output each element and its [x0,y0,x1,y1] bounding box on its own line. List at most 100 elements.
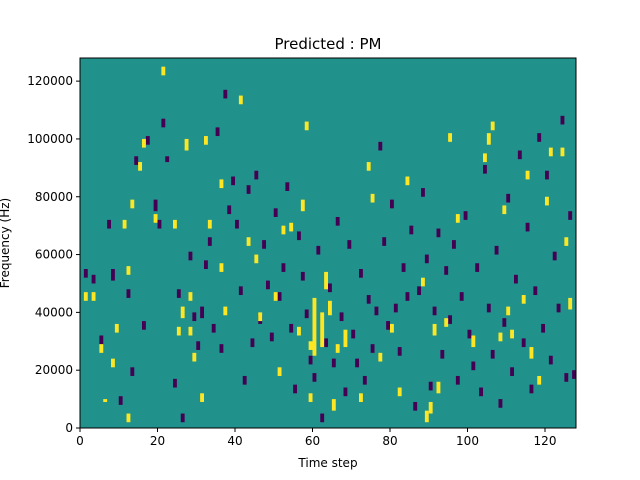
heatmap-cell-low [390,199,394,209]
heatmap-cell-low [448,315,453,324]
heatmap-cell-high [320,312,325,348]
heatmap-cell-low [362,375,367,385]
heatmap-cell-low [529,384,534,394]
heatmap-cell-low [467,329,472,339]
heatmap-cell-low [304,309,309,319]
heatmap-cell-low [486,303,491,313]
heatmap-cell-low [413,401,418,411]
y-tick-label: 0 [65,421,73,435]
heatmap-cell-high [126,266,131,275]
heatmap-cell-high [498,332,503,342]
heatmap-cell-low [382,237,387,246]
heatmap-background [80,58,576,428]
heatmap-cell-high [304,121,309,131]
heatmap-cell-low [374,306,379,316]
heatmap-cell-high [448,133,453,142]
heatmap-cell-low [533,286,538,296]
heatmap-cell-low [281,263,286,272]
heatmap-cell-low [552,251,557,261]
heatmap-cell-low [401,263,406,272]
plot-area [80,58,577,428]
heatmap-cell-low [560,115,565,125]
heatmap-cell-low [494,245,499,255]
heatmap-cell-high [180,306,185,319]
heatmap-cell-low [204,260,208,270]
heatmap-cell-high [138,162,143,171]
heatmap-cell-low [483,164,487,174]
heatmap-cell-low [273,208,278,217]
heatmap-cell-high [142,138,146,148]
heatmap-cell-high [568,297,573,310]
heatmap-cell-high [424,410,429,423]
heatmap-cell-low [548,355,553,365]
heatmap-cell-high [537,375,542,385]
heatmap-cell-high [300,199,305,212]
heatmap-cell-high [122,219,127,229]
heatmap-cell-high [161,66,166,76]
heatmap-cell-high [378,352,383,362]
heatmap-cell-low [320,413,325,423]
heatmap-cell-low [421,188,425,197]
heatmap-cell-high [312,297,317,356]
heatmap-cell-low [223,89,228,99]
x-axis: 0 20 40 60 80 100 120 [76,428,556,448]
y-tick-label: 60000 [35,248,73,262]
heatmap-cell-low [176,289,181,298]
heatmap-cell-high [91,292,96,301]
heatmap-cell-low [417,286,422,296]
x-axis-label: Time step [297,456,357,470]
heatmap-cell-high [204,136,208,145]
heatmap-cell-low [130,367,135,376]
heatmap-cell-low [118,396,123,405]
heatmap-cell-low [386,321,391,330]
heatmap-cell-low [293,384,298,394]
heatmap-cell-high [207,219,212,229]
y-tick-label: 120000 [27,74,73,88]
heatmap-cell-low [200,306,205,319]
heatmap-cell-low [537,133,542,142]
heatmap-cell-low [134,156,139,165]
heatmap-cell-low [502,318,507,327]
y-axis: 0 20000 40000 60000 80000 100000 120000 [27,74,80,435]
heatmap-cell-low [285,182,290,191]
heatmap-cell-low [242,375,247,385]
heatmap-cell-low [471,361,476,371]
heatmap-cell-high [328,300,332,316]
heatmap-cell-low [173,378,177,388]
y-tick-label: 40000 [35,305,73,319]
heatmap-cell-high [114,323,119,333]
heatmap-cell-low [157,219,162,229]
heatmap-cell-high [277,367,282,376]
heatmap-cell-high [126,413,131,423]
heatmap-cell-low [219,344,224,353]
heatmap-cell-high [200,393,205,402]
heatmap-cell-high [560,147,565,157]
y-tick-label: 100000 [27,132,73,146]
heatmap-cell-low [215,127,220,137]
heatmap-cell-high [366,162,371,171]
heatmap-cell-low [351,329,356,339]
heatmap-cell-low [142,321,146,330]
heatmap-cell-low [91,274,96,284]
heatmap-cell-low [316,245,321,255]
heatmap-cell-low [393,303,398,313]
heatmap-cell-high [343,329,348,348]
x-tick-label: 20 [150,434,165,448]
heatmap-cell-high [111,358,115,368]
heatmap-cell-high [188,326,193,336]
heatmap-cell-low [359,269,363,278]
heatmap-cell-high [254,254,259,264]
heatmap-cell-high [490,121,495,131]
heatmap-cell-low [227,205,232,215]
heatmap-cell-low [541,323,546,333]
heatmap-cell-low [324,338,329,348]
heatmap-cell-low [161,118,166,128]
heatmap-cell-low [331,358,336,368]
heatmap-cell-high [99,344,104,353]
heatmap-cell-high [331,399,336,411]
y-axis-label: Frequency (Hz) [0,198,12,289]
heatmap-cell-high [455,214,460,223]
x-tick-label: 100 [456,434,479,448]
heatmap-cell-high [297,326,301,336]
